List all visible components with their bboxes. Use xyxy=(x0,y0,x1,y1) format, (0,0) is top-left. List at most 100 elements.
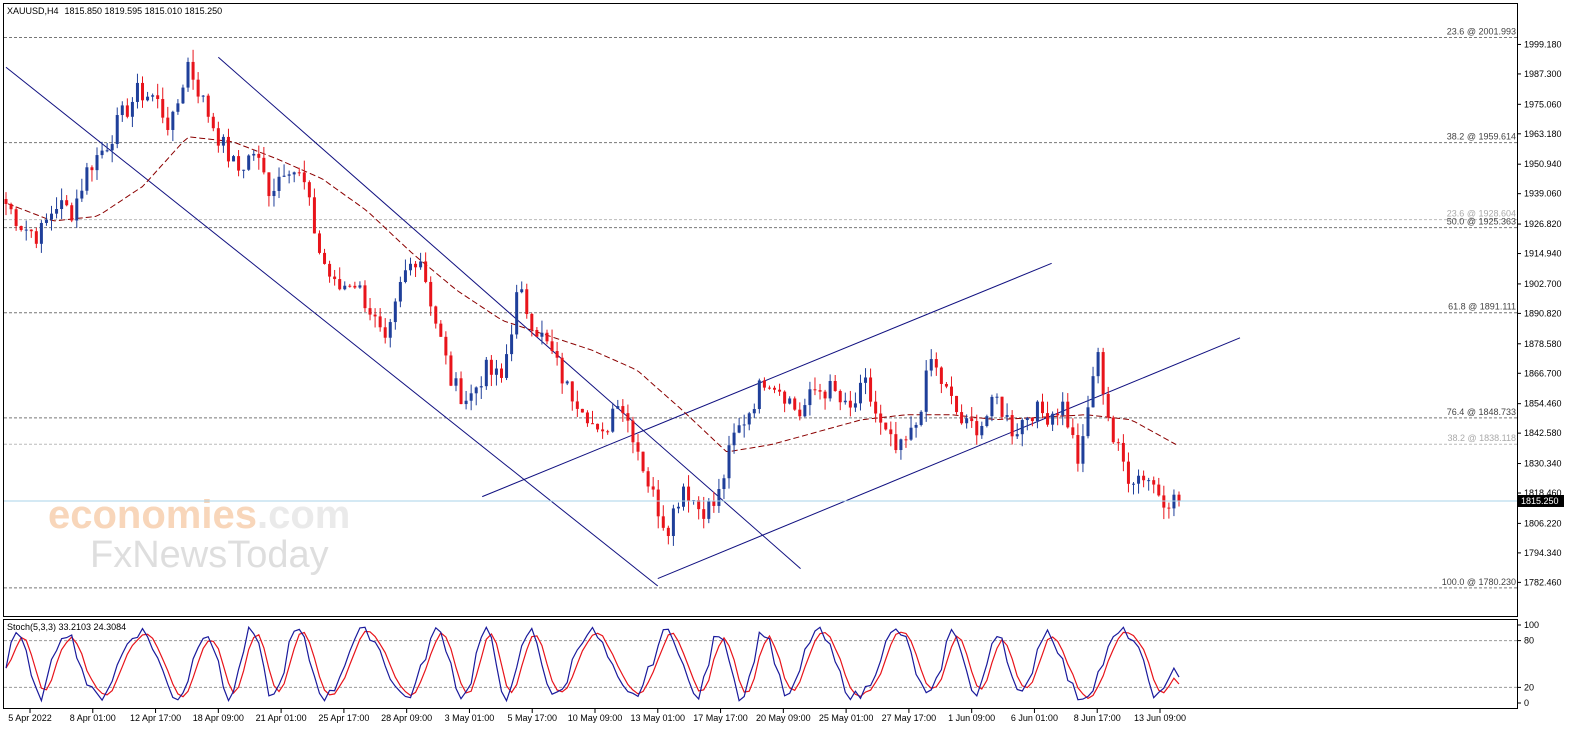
price-tick-label: 1902.700 xyxy=(1524,279,1562,289)
candle-body xyxy=(565,381,569,384)
time-tick-label: 21 Apr 01:00 xyxy=(256,713,307,723)
candle-body xyxy=(783,391,787,404)
fib-level-label: 100.0 @ 1780.230 xyxy=(1442,577,1516,587)
candle-body xyxy=(1030,417,1034,422)
candle-body xyxy=(838,390,842,403)
price-tick-label: 1854.460 xyxy=(1524,399,1562,409)
candle-body xyxy=(591,423,594,425)
candle-body xyxy=(889,429,893,435)
price-tick-label: 1842.580 xyxy=(1524,428,1562,438)
candle-body xyxy=(434,306,438,324)
candle-body xyxy=(489,359,493,375)
candle-body xyxy=(757,380,761,410)
channel-line xyxy=(657,337,1241,580)
candle-body xyxy=(843,400,847,403)
candle-body xyxy=(1061,401,1065,416)
candle-body xyxy=(808,389,812,406)
candle-body xyxy=(297,172,301,174)
candle-body xyxy=(1137,475,1141,484)
candle-body xyxy=(970,418,974,422)
candle-body xyxy=(626,413,630,421)
watermark-brand: economies xyxy=(48,493,257,537)
candle-body xyxy=(191,61,195,80)
time-tick-label: 25 Apr 17:00 xyxy=(318,713,369,723)
candle-body xyxy=(378,316,382,328)
candle-body xyxy=(752,409,756,414)
candle-body xyxy=(408,263,412,271)
candle-body xyxy=(499,368,503,378)
candle-body xyxy=(151,95,155,97)
candle-body xyxy=(201,95,205,97)
trend-channels[interactable] xyxy=(5,56,1241,587)
candle-body xyxy=(4,198,8,204)
candle-body xyxy=(65,200,69,206)
candle-body xyxy=(403,270,407,282)
candle-body xyxy=(732,432,736,446)
candle-body xyxy=(722,478,726,490)
candle-body xyxy=(252,153,256,156)
candle-body xyxy=(1000,396,1004,417)
candle-body xyxy=(1020,420,1024,435)
candle-body xyxy=(469,393,473,401)
candle-body xyxy=(570,381,574,402)
candle-body xyxy=(904,439,908,441)
candle-body xyxy=(955,395,959,413)
svg-text:economies.com: economies.com xyxy=(48,493,350,537)
candle-body xyxy=(767,387,771,389)
candle-body xyxy=(727,445,731,479)
channel-line xyxy=(218,56,801,570)
candle-body xyxy=(75,198,79,221)
candle-body xyxy=(798,409,802,417)
watermark: economies.com FxNewsToday xyxy=(48,493,350,576)
time-tick-label: 12 Apr 17:00 xyxy=(130,713,181,723)
candle-body xyxy=(80,190,84,199)
fib-level-label: 61.8 @ 1891.111 xyxy=(1448,302,1516,312)
candle-body xyxy=(864,377,868,383)
candle-body xyxy=(55,209,59,214)
candle-body xyxy=(307,182,311,198)
candle-body xyxy=(823,391,827,399)
candle-body xyxy=(216,128,220,146)
candle-body xyxy=(939,367,943,384)
candle-body xyxy=(176,103,180,112)
candle-body xyxy=(1167,507,1171,509)
candle-body xyxy=(206,95,210,117)
candle-body xyxy=(960,412,964,424)
candle-body xyxy=(464,400,468,405)
candle-body xyxy=(444,336,448,356)
candle-body xyxy=(661,516,665,528)
candle-body xyxy=(14,209,18,227)
candle-body xyxy=(641,451,645,472)
price-tick-label: 1818.460 xyxy=(1524,488,1562,498)
candle-body xyxy=(505,354,509,378)
candle-body xyxy=(879,413,883,423)
candle-body xyxy=(282,175,286,177)
candle-body xyxy=(555,351,559,358)
candle-body xyxy=(596,423,600,430)
candle-body xyxy=(702,509,706,519)
candle-body xyxy=(944,383,948,387)
time-tick-label: 28 Apr 09:00 xyxy=(381,713,432,723)
candle-body xyxy=(762,380,766,388)
candle-body xyxy=(793,398,797,410)
price-tick-label: 1939.060 xyxy=(1524,189,1562,199)
candle-body xyxy=(1035,401,1039,422)
candle-body xyxy=(646,471,650,487)
candle-body xyxy=(181,87,185,104)
candle-body xyxy=(813,389,817,391)
candle-body xyxy=(631,420,635,443)
fib-level-label: 23.6 @ 1928.604 xyxy=(1447,209,1516,219)
candle-body xyxy=(924,370,928,412)
candle-body xyxy=(858,382,862,404)
candle-body xyxy=(34,231,38,244)
candle-body xyxy=(1152,480,1156,485)
price-tick-label: 1806.220 xyxy=(1524,518,1562,528)
candle-body xyxy=(333,276,337,280)
fib-level-label: 38.2 @ 1838.118 xyxy=(1447,433,1516,443)
candlesticks xyxy=(4,49,1181,546)
candle-body xyxy=(277,176,281,191)
candle-body xyxy=(894,434,898,451)
candle-body xyxy=(237,156,241,171)
candle-body xyxy=(671,508,675,537)
